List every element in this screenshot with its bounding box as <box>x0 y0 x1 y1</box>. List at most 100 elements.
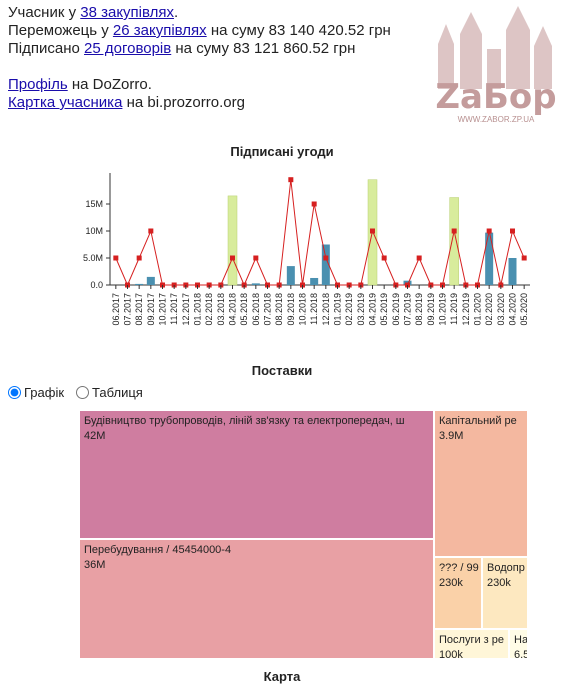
treemap-cell-value: 42M <box>84 430 106 442</box>
info-text: на bi.prozorro.org <box>122 94 245 111</box>
zabor-logo: ZaБор WWW.ZABOR.ZP.UA <box>435 6 557 124</box>
line-point <box>311 201 317 207</box>
info-text: . <box>174 4 179 21</box>
x-tick-label: 09.2018 <box>286 293 296 326</box>
treemap-cell[interactable]: Капітальний ре 3.9M <box>434 410 528 557</box>
treemap-cell[interactable]: Будівництво трубопроводів, ліній зв'язку… <box>79 410 434 539</box>
x-tick-label: 07.2019 <box>403 293 413 326</box>
treemap-cell-value: 36M <box>84 559 106 571</box>
supplies-treemap: Будівництво трубопроводів, ліній зв'язку… <box>79 410 528 658</box>
supplies-title: Поставки <box>251 363 313 378</box>
treemap-cell[interactable]: Послуги з ре 100k <box>434 629 509 658</box>
line-point <box>288 177 294 183</box>
graph-label: Графік <box>24 385 65 400</box>
line-point <box>381 255 387 261</box>
x-tick-label: 11.2017 <box>169 293 179 325</box>
graph-option[interactable]: Графік <box>8 385 64 400</box>
treemap-cell-label: ??? / 99 <box>439 562 479 574</box>
x-tick-label: 10.2019 <box>438 293 448 326</box>
x-tick-label: 08.2019 <box>414 293 424 326</box>
treemap-cell-label: Капітальний ре <box>439 415 517 427</box>
info-line-participation: Учасник у 38 закупівлях. <box>8 4 428 22</box>
view-toggle: Графік Таблиця <box>8 385 151 400</box>
data-bar <box>321 244 330 285</box>
x-tick-label: 06.2019 <box>391 293 401 326</box>
line-point <box>370 228 375 234</box>
x-tick-label: 03.2019 <box>356 293 366 326</box>
x-tick-label: 06.2018 <box>251 293 261 326</box>
x-tick-label: 10.2018 <box>298 293 308 326</box>
info-line-contracts: Підписано 25 договорів на суму 83 121 86… <box>8 40 428 58</box>
x-tick-label: 04.2020 <box>508 293 518 326</box>
x-tick-label: 05.2019 <box>379 293 389 326</box>
contracts-link[interactable]: 25 договорів <box>84 40 172 57</box>
x-tick-label: 05.2018 <box>239 293 249 326</box>
x-tick-label: 01.2018 <box>193 293 203 326</box>
line-point <box>521 255 527 261</box>
treemap-cell-label: Послуги з ре <box>439 634 504 646</box>
treemap-cell-value: 6.5 <box>514 649 528 658</box>
line-series <box>115 179 525 287</box>
x-tick-label: 02.2020 <box>484 293 494 326</box>
line-point <box>148 228 154 234</box>
info-line-card: Картка учасника на bi.prozorro.org <box>8 94 428 112</box>
line-point <box>136 255 142 261</box>
x-tick-label: 07.2018 <box>263 293 273 326</box>
x-tick-label: 03.2018 <box>216 293 226 326</box>
table-option[interactable]: Таблиця <box>76 385 143 400</box>
dozorro-profile-link[interactable]: Профіль <box>8 76 68 93</box>
line-point <box>451 228 457 234</box>
line-point <box>253 255 259 261</box>
treemap-cell-label: На <box>514 634 528 646</box>
logo-url: WWW.ZABOR.ZP.UA <box>458 115 535 124</box>
x-tick-label: 02.2018 <box>204 293 214 326</box>
info-text: Учасник у <box>8 4 81 21</box>
highlight-bar <box>449 197 459 286</box>
x-tick-label: 06.2017 <box>111 293 121 326</box>
procurements-link[interactable]: 38 закупівлях <box>80 4 175 21</box>
x-tick-label: 08.2018 <box>274 293 284 326</box>
info-text: Переможець у <box>8 22 113 39</box>
line-point <box>416 255 422 261</box>
x-tick-label: 11.2019 <box>449 293 459 325</box>
treemap-cell[interactable]: На 6.5 <box>509 629 528 658</box>
table-label: Таблиця <box>92 385 143 400</box>
line-point <box>323 255 329 261</box>
x-tick-label: 08.2017 <box>134 293 144 326</box>
treemap-cell-label: Будівництво трубопроводів, ліній зв'язку… <box>84 415 405 427</box>
table-radio[interactable] <box>76 386 90 399</box>
treemap-cell[interactable]: ??? / 99 230k <box>434 557 482 629</box>
line-point <box>510 228 515 234</box>
treemap-cell-value: 100k <box>439 649 463 658</box>
x-tick-label: 04.2018 <box>228 293 238 326</box>
treemap-cell-value: 230k <box>439 577 463 589</box>
y-tick-label: 0.0 <box>90 280 103 290</box>
y-tick-label: 10M <box>85 226 103 236</box>
x-tick-label: 09.2017 <box>146 293 156 326</box>
info-text: Підписано <box>8 40 85 57</box>
treemap-cell-label: Водопр <box>487 562 525 574</box>
y-tick-label: 15M <box>85 199 103 209</box>
x-tick-label: 12.2017 <box>181 293 191 326</box>
info-text: на суму 83 121 860.52 грн <box>171 40 356 57</box>
treemap-cell-value: 3.9M <box>439 430 464 442</box>
treemap-cell[interactable]: Перебудування / 45454000-4 36M <box>79 539 434 658</box>
won-procurements-link[interactable]: 26 закупівлях <box>112 22 207 39</box>
data-bar <box>286 266 295 285</box>
x-tick-label: 12.2018 <box>321 293 331 326</box>
treemap-cell[interactable]: Водопр 230k <box>482 557 528 629</box>
info-text: на DoZorro. <box>67 76 152 93</box>
x-tick-label: 05.2020 <box>519 293 529 326</box>
highlight-bar <box>227 195 238 286</box>
line-point <box>486 228 492 234</box>
data-bar <box>310 277 319 285</box>
x-tick-label: 11.2018 <box>309 293 319 325</box>
signed-deals-title: Підписані угоди <box>230 144 334 159</box>
info-line-winner: Переможець у 26 закупівлях на суму 83 14… <box>8 22 428 40</box>
graph-radio[interactable] <box>8 386 21 399</box>
participant-info: Учасник у 38 закупівлях. Переможець у 26… <box>8 4 428 112</box>
data-bar <box>135 283 144 285</box>
treemap-cell-value: 230k <box>487 577 511 589</box>
participant-card-link[interactable]: Картка учасника <box>8 94 123 111</box>
